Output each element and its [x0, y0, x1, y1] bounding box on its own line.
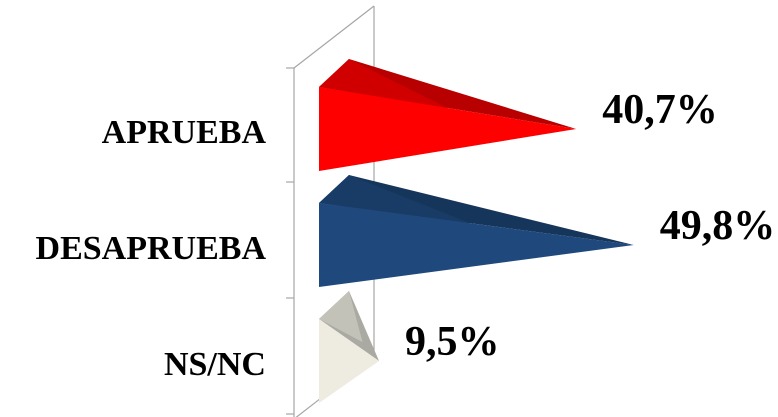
axis-top-edge — [293, 5, 375, 69]
bar-front-face — [319, 87, 577, 171]
value-label-ns-nc: 9,5% — [405, 319, 500, 365]
bar-aprueba — [319, 59, 577, 171]
axis — [286, 5, 375, 417]
bar-front-face — [319, 319, 380, 403]
category-label-aprueba: APRUEBA — [102, 114, 267, 151]
value-label-desaprueba: 49,8% — [660, 203, 776, 249]
bar-back-face — [319, 175, 634, 245]
bar-front-face — [319, 203, 634, 287]
bar-top-face — [319, 175, 478, 227]
axis-bottom-edge — [295, 396, 324, 417]
bar-ns-nc — [319, 291, 380, 403]
bar-desaprueba — [319, 175, 634, 287]
category-label-desaprueba: DESAPRUEBA — [36, 230, 267, 267]
category-label-ns-nc: NS/NC — [164, 346, 266, 383]
bar-top-face — [319, 291, 363, 343]
bar-top-face — [319, 59, 452, 111]
labels: APRUEBA 40,7% DESAPRUEBA 49,8% NS/NC 9,5% — [36, 87, 776, 383]
value-label-aprueba: 40,7% — [602, 87, 718, 133]
bars — [319, 59, 634, 403]
